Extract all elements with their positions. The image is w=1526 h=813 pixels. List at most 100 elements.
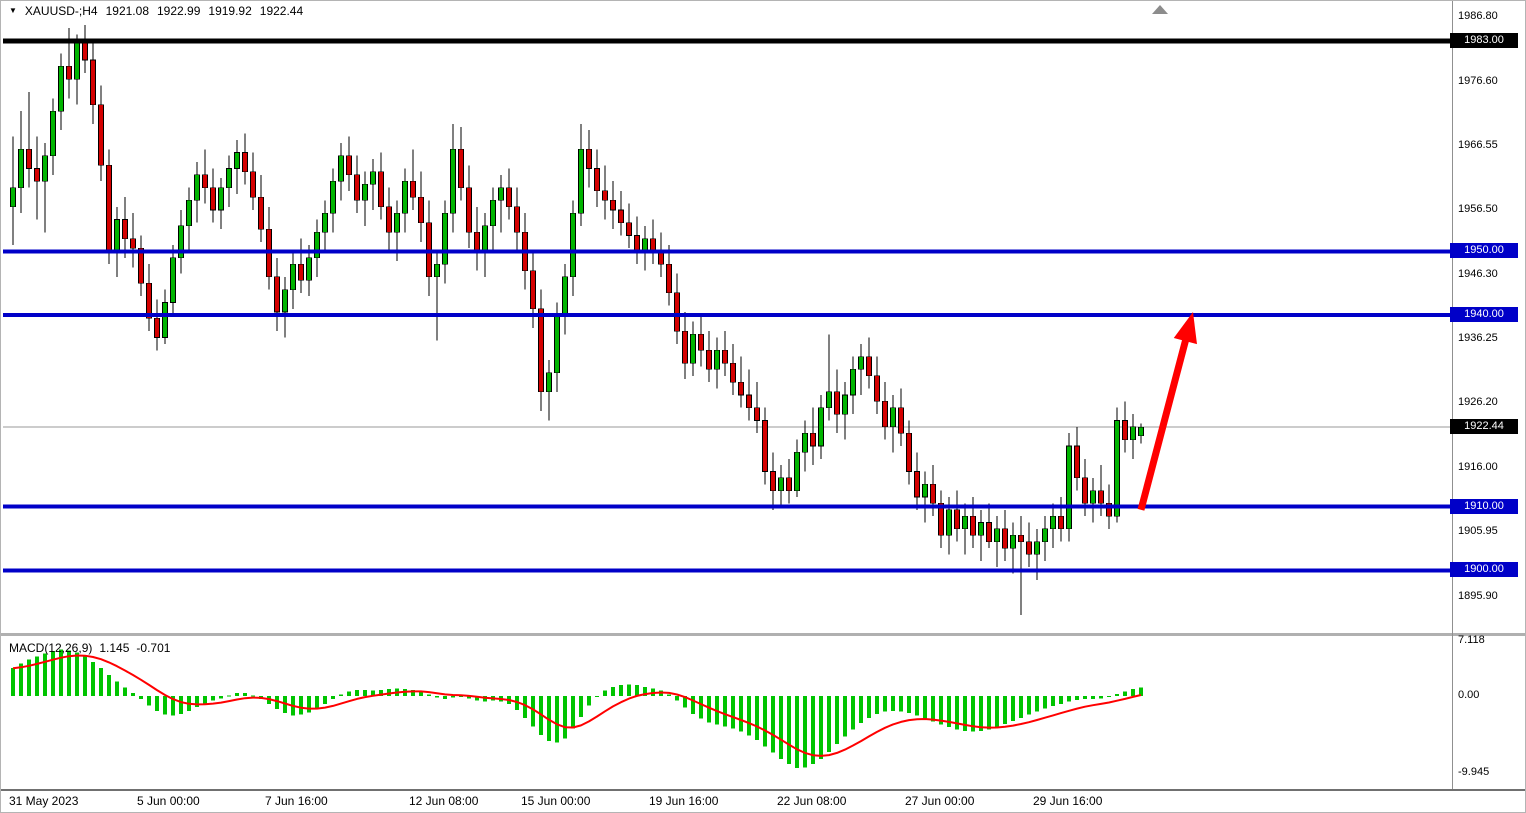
time-axis[interactable]: 31 May 2023 5 Jun 00:00 7 Jun 16:00 12 Jun …	[1, 790, 1452, 812]
macd-bar	[819, 696, 823, 759]
trend-arrow-annotation[interactable]	[1137, 312, 1197, 511]
candle-body	[306, 257, 312, 281]
level-price-badge: 1910.00	[1450, 498, 1518, 514]
candle-body	[1042, 528, 1048, 542]
macd-bar	[851, 696, 855, 730]
macd-bar	[971, 696, 975, 732]
macd-bar	[19, 663, 23, 697]
date-tick-label: 5 Jun 00:00	[137, 794, 200, 808]
candle-body	[402, 180, 408, 214]
macd-bar	[1091, 696, 1095, 700]
time-axis-separator	[1, 789, 1525, 791]
candle-body	[562, 276, 568, 316]
candle-body	[50, 110, 56, 157]
candle-body	[690, 334, 696, 364]
candle-body	[834, 391, 840, 415]
pane-separator[interactable]	[1, 633, 1525, 636]
scroll-to-end-icon[interactable]	[1152, 5, 1168, 14]
date-tick-label: 12 Jun 08:00	[409, 794, 479, 808]
candle-body	[1122, 420, 1128, 440]
macd-bar	[219, 696, 223, 699]
macd-bar	[1107, 696, 1111, 698]
candle-body	[346, 155, 352, 176]
candle-body	[858, 356, 864, 370]
ohlc-close-value: 1922.44	[259, 4, 304, 18]
candle-body	[74, 40, 80, 80]
macd-bar	[475, 696, 479, 701]
candle-body	[602, 190, 608, 201]
macd-bar	[419, 691, 423, 697]
support-resistance-lines[interactable]	[3, 38, 1452, 573]
macd-indicator-label: MACD(12,26,9) 1.145 -0.701	[9, 641, 170, 655]
candle-body	[362, 184, 368, 201]
candle-body	[554, 314, 560, 373]
candle-body	[986, 522, 992, 542]
macd-bar	[907, 696, 911, 714]
candle-body	[1082, 477, 1088, 504]
macd-bar	[451, 696, 455, 698]
macd-bar	[675, 696, 679, 701]
candle-body	[706, 350, 712, 370]
macd-bar	[795, 696, 799, 769]
candle-body	[778, 477, 784, 491]
arrow-shaft[interactable]	[1137, 335, 1191, 511]
candle-body	[842, 394, 848, 415]
macd-bar	[91, 662, 95, 697]
macd-bar	[347, 691, 351, 697]
macd-bar	[331, 696, 335, 700]
candle-body	[1002, 528, 1008, 549]
macd-bar	[643, 686, 647, 697]
candle-body	[674, 292, 680, 332]
macd-bar	[635, 685, 639, 697]
price-tick-label: 1956.50	[1458, 202, 1498, 215]
macd-bar	[939, 696, 943, 725]
macd-bar	[1131, 689, 1135, 697]
macd-bar	[443, 696, 447, 700]
candle-body	[962, 515, 968, 530]
macd-bar	[1083, 696, 1087, 700]
macd-bar	[1067, 696, 1071, 702]
candle-body	[938, 503, 944, 536]
candle-body	[418, 196, 424, 224]
candle-body	[922, 483, 928, 498]
candle-body	[314, 231, 320, 259]
candle-body	[162, 302, 168, 338]
candle-body	[1050, 515, 1056, 530]
candle-body	[434, 263, 440, 278]
macd-bar	[779, 696, 783, 759]
macd-bar	[1011, 696, 1015, 721]
arrow-head	[1173, 312, 1197, 345]
candle-body	[1130, 426, 1136, 440]
candle-body	[1010, 535, 1016, 549]
candle-body	[538, 308, 544, 393]
macd-bar	[995, 696, 999, 728]
macd-bar	[211, 696, 215, 701]
candle-body	[98, 104, 104, 166]
macd-bar	[555, 696, 559, 743]
macd-bar	[867, 696, 871, 718]
candle-body	[970, 515, 976, 536]
macd-bar	[283, 696, 287, 714]
candle-body	[546, 372, 552, 393]
price-axis[interactable]: 1986.80 1976.60 1966.55 1956.50 1946.30 1936.…	[1450, 1, 1525, 790]
macd-bar	[1075, 696, 1079, 700]
macd-histogram	[11, 649, 1143, 769]
macd-bar	[275, 696, 279, 710]
symbol-dropdown-icon[interactable]: ▼	[9, 6, 17, 15]
macd-bar	[1003, 696, 1007, 724]
candle-body	[866, 356, 872, 377]
candle-body	[1034, 541, 1040, 555]
macd-bar	[771, 696, 775, 753]
macd-bar	[627, 684, 631, 697]
macd-bar	[571, 696, 575, 729]
candle-body	[794, 452, 800, 491]
candle-body	[154, 318, 160, 338]
date-tick-label: 7 Jun 16:00	[265, 794, 328, 808]
candle-body	[762, 420, 768, 472]
candle-body	[482, 225, 488, 252]
candle-body	[610, 200, 616, 211]
candle-body	[810, 432, 816, 447]
candle-body	[1058, 515, 1064, 530]
candle-body	[1026, 541, 1032, 555]
